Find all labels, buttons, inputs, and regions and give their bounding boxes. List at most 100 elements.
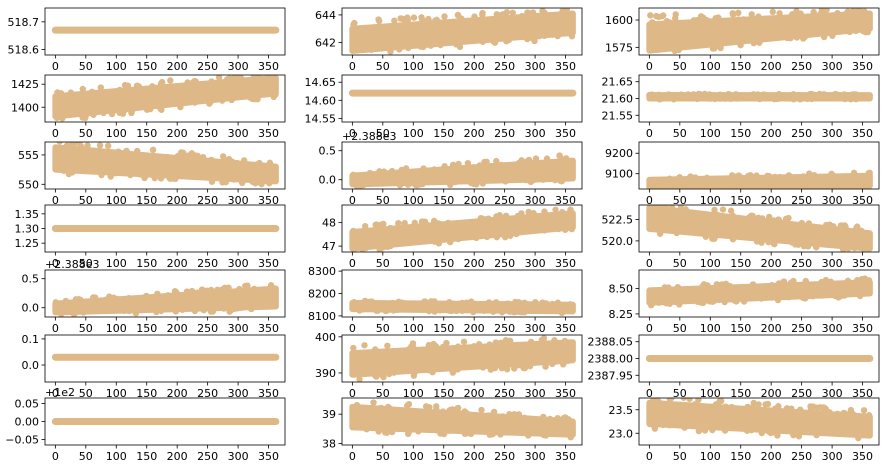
scatter-point [79,85,86,93]
axes-frame [44,7,286,56]
scatter-point [848,91,855,99]
subplot-13: 0 50 100 150 200 250 300 350 0.0 0.5 +2.388e3 [22,258,286,335]
scatter-point [487,366,495,373]
scatter-point [359,306,366,313]
scatter-point [800,173,807,180]
subplot-5: 0 50 100 150 200 250 300 350 14.55 14.60 14.65 [305,74,583,140]
subplot-11: 0 50 100 150 200 250 300 350 47 48 [322,204,583,270]
subplot-2: 0 50 100 150 200 250 300 350 642 644 [315,7,583,73]
subplot-16: 0 50 100 150 200 250 300 350 0.0 0.1 [22,333,286,400]
scatter-point [141,174,148,182]
scatter-point [700,299,707,306]
scatter-point [454,343,462,350]
scatter-point [542,363,549,370]
scatter-point [809,293,816,300]
x-tick-label: 150 [136,387,157,400]
x-tick-label: 0 [349,387,356,400]
y-tick-label: 1575 [605,41,633,54]
x-tick-label: 0 [349,257,356,270]
x-tick-label: 0 [52,322,59,335]
x-tick-label: 200 [761,450,782,463]
scatter-point [709,426,716,434]
scatter-point [116,86,123,94]
scatter-point [823,221,830,229]
scatter-point [134,147,141,155]
x-tick-label: 350 [258,257,279,270]
scatter-point [775,90,783,98]
x-tick-label: 50 [79,257,93,270]
scatter-point [853,277,861,284]
x-tick-label: 100 [106,60,127,73]
scatter-point [384,307,391,314]
x-tick-label: 250 [791,60,812,73]
points-17 [349,335,576,382]
scatter-point [456,43,464,51]
scatter-point [846,28,853,36]
scatter-point [219,286,226,293]
scatter-point [479,38,486,45]
scatter-point [798,219,805,227]
y-tick-label: 642 [315,37,336,50]
scatter-point [356,376,363,382]
scatter-point [820,404,827,411]
subplot-21: 0 50 100 150 200 250 300 350 23.0 23.5 [609,397,880,463]
scatter-point [819,410,827,417]
scatter-point [404,14,411,21]
scatter-point [675,298,682,306]
scatter-point [546,415,554,423]
scatter-point [787,279,795,287]
scatter-point [548,31,556,38]
scatter-point [772,405,779,412]
scatter-point [551,176,559,184]
scatter-point [719,206,727,213]
scatter-point [541,227,548,234]
scatter-point [59,115,66,122]
axes-frame [638,397,880,446]
scatter-point [735,9,742,17]
scatter-point [521,414,528,422]
scatter-point [198,286,206,293]
x-tick-label: 0 [349,194,356,207]
scatter-point [647,301,655,309]
scatter-point [164,153,171,161]
scatter-point [483,233,491,241]
scatter-point [748,426,755,434]
scatter-point [182,152,189,160]
scatter-point [418,14,425,21]
scatter-point [479,180,487,187]
scatter-point [359,245,366,252]
scatter-point [753,172,760,179]
x-tick-label: 200 [167,450,188,463]
scatter-point [208,97,215,105]
scatter-point [200,306,208,314]
x-tick-label: 50 [673,60,687,73]
x-tick-label: 100 [106,194,127,207]
scatter-point [807,407,815,414]
scatter-point [666,19,673,26]
scatter-point [515,361,522,369]
scatter-point [379,244,387,251]
scatter-point [660,12,667,19]
scatter-point [737,184,744,189]
scatter-point [567,433,574,441]
x-tick-label: 250 [791,450,812,463]
scatter-point [793,34,801,41]
scatter-point [768,184,775,189]
scatter-point [702,185,710,189]
scatter-point [688,183,695,189]
scatter-point [818,292,826,299]
scatter-point [523,35,531,43]
scatter-point [691,401,699,408]
scatter-point [453,307,460,315]
scatter-point [813,431,820,439]
scatter-point [266,159,274,167]
x-tick-label: 150 [136,322,157,335]
scatter-point [121,106,128,114]
scatter-point [758,295,765,302]
scatter-point [219,97,226,104]
scatter-point [750,91,757,98]
axes-frame [638,204,880,253]
scatter-point [471,13,478,20]
scatter-point [405,346,413,353]
scatter-point [492,299,499,307]
